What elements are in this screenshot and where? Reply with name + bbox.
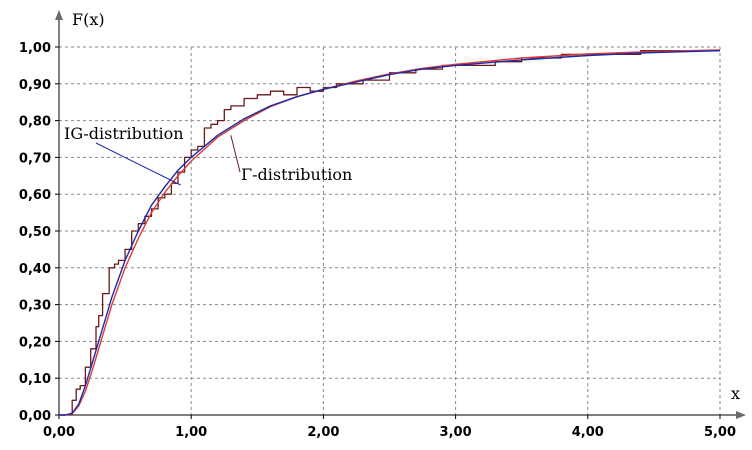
y-tick-label: 0,40 [19,262,51,277]
y-tick-label: 0,50 [19,225,51,240]
x-tick-label: 2,00 [307,425,339,440]
x-tick-label: 0,00 [43,425,75,440]
y-tick-label: 0,20 [19,335,51,350]
y-tick-label: 0,60 [19,188,51,203]
gamma-distribution-leader [230,135,241,173]
ig-distribution-leader [95,142,181,186]
y-tick-label: 0,80 [19,115,51,130]
grid [59,46,721,415]
x-tick-label: 5,00 [704,425,736,440]
y-axis-label: F(x) [72,10,105,29]
ig-distribution-curve [59,50,721,416]
tick-labels: 0,00 0,10 0,20 0,30 0,40 0,50 0,60 0,70 0,80 0,90… [19,41,736,440]
x-tick-label: 1,00 [175,425,207,440]
annotations: IG-distribution Γ-distribution [64,124,352,186]
y-tick-label: 0,30 [19,299,51,314]
y-axis-arrow [55,10,63,20]
axes [55,10,746,419]
series [59,49,721,416]
y-tick-label: 0,90 [19,78,51,93]
x-tick-label: 3,00 [440,425,472,440]
gamma-distribution-label: Γ-distribution [241,165,352,184]
x-axis-arrow [736,411,746,419]
y-tick-label: 0,10 [19,372,51,387]
y-tick-label: 0,70 [19,151,51,166]
x-tick-label: 4,00 [572,425,604,440]
ig-distribution-label: IG-distribution [64,124,184,143]
y-tick-label: 0,00 [19,409,51,424]
empirical-curve [59,50,720,416]
gamma-distribution-curve [59,49,721,416]
x-axis-label: x [731,384,740,403]
y-tick-label: 1,00 [19,41,51,56]
